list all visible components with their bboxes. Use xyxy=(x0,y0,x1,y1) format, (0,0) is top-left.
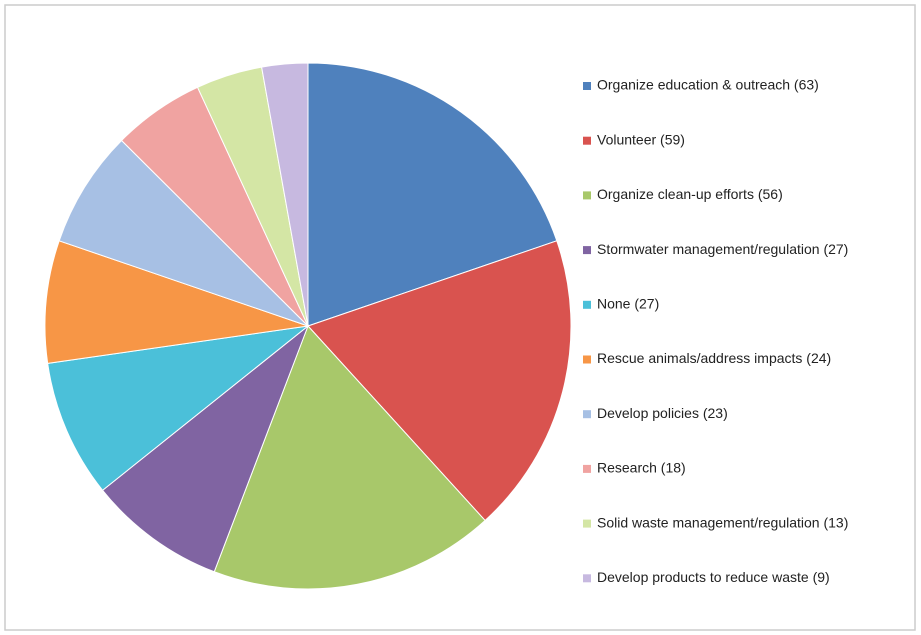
legend-swatch xyxy=(583,355,591,364)
legend-swatch xyxy=(583,519,591,528)
legend-label: Stormwater management/regulation (27) xyxy=(597,241,848,257)
legend-swatch xyxy=(583,82,591,90)
legend-label: Research (18) xyxy=(597,460,686,476)
pie-slice xyxy=(47,325,310,491)
legend-label: Volunteer (59) xyxy=(597,131,685,147)
legend-swatch xyxy=(583,136,591,145)
pie-slice xyxy=(213,325,486,590)
legend-swatch xyxy=(583,574,591,583)
legend-swatch xyxy=(583,191,591,200)
legend-swatch xyxy=(583,300,591,309)
pie-slice xyxy=(307,62,558,327)
legend-label: Rescue animals/address impacts (24) xyxy=(597,350,831,366)
legend-label: Organize education & outreach (63) xyxy=(597,77,819,93)
pie-slice xyxy=(307,240,572,522)
legend-swatch xyxy=(583,464,591,473)
legend-label: Develop products to reduce waste (9) xyxy=(597,569,830,585)
legend-label: Develop policies (23) xyxy=(597,405,728,421)
legend-swatch xyxy=(583,246,591,255)
legend-swatch xyxy=(583,410,591,419)
pie-slice xyxy=(44,240,309,364)
pie-slice xyxy=(261,62,309,327)
pie-slice xyxy=(101,324,310,573)
pie-slice xyxy=(58,139,309,327)
legend-label: Organize clean-up efforts (56) xyxy=(597,186,783,202)
legend-label: None (27) xyxy=(597,296,659,312)
legend-label: Solid waste management/regulation (13) xyxy=(597,514,848,530)
